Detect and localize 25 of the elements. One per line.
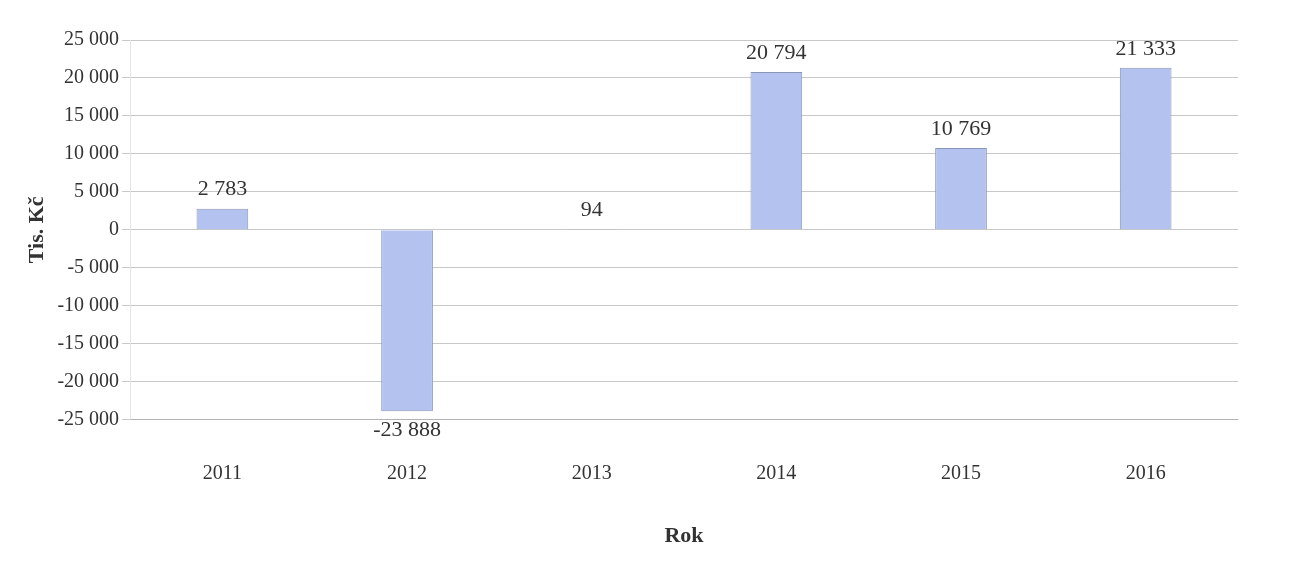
y-tick-label: 25 000	[64, 27, 120, 50]
y-tick-label: -10 000	[57, 292, 120, 315]
x-tick-label: 2016	[1125, 460, 1166, 483]
y-tick-label: -15 000	[57, 330, 120, 353]
data-label: 2 783	[197, 175, 248, 201]
x-axis-title: Rok	[664, 522, 705, 548]
y-tick-label: 20 000	[64, 65, 120, 88]
y-tick-label: -25 000	[57, 406, 120, 429]
data-label: 10 769	[930, 114, 992, 140]
y-tick-label: 15 000	[64, 103, 120, 126]
data-label: 20 794	[746, 38, 807, 64]
y-tick-label: 5 000	[74, 179, 120, 202]
data-label: -23 888	[373, 415, 441, 441]
y-tick-label: -20 000	[57, 368, 120, 391]
x-tick-label: 2015	[941, 460, 982, 483]
x-tick-label: 2013	[571, 460, 612, 483]
y-tick-label: 10 000	[64, 141, 120, 164]
y-tick-label: -5 000	[67, 255, 120, 278]
y-axis-title: Tis. Kč	[22, 196, 48, 264]
x-tick-label: 2012	[387, 460, 428, 483]
x-tick-label: 2014	[756, 460, 797, 483]
y-tick-label: 0	[109, 217, 120, 240]
data-label: 94	[580, 195, 603, 221]
x-tick-label: 2011	[202, 460, 243, 483]
data-label: 21 333	[1115, 34, 1176, 60]
